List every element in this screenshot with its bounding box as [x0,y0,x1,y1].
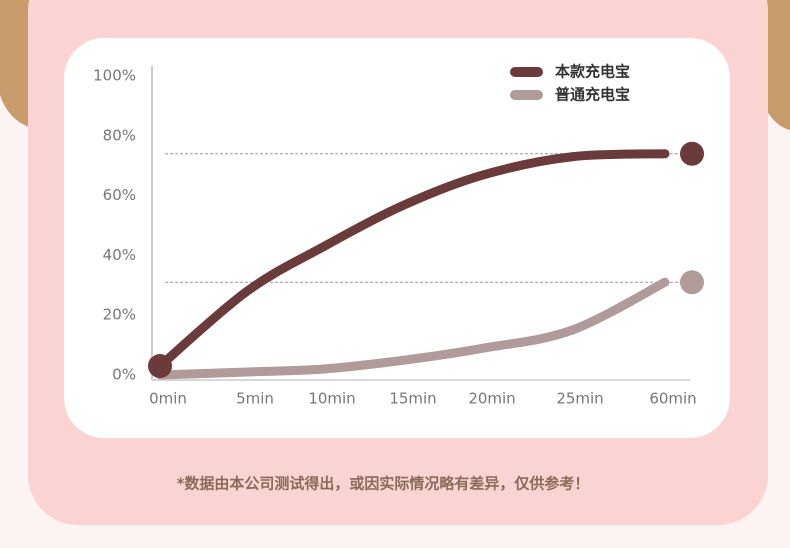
legend-label: 普通充电宝 [555,86,630,104]
legend-label: 本款充电宝 [555,63,630,81]
x-tick-label: 15min [389,390,436,408]
series-line [155,149,670,371]
end-marker [680,270,704,295]
series-line [155,277,670,380]
y-tick-label: 100% [93,67,136,85]
x-tick-label: 25min [556,390,603,408]
y-tick-label: 40% [103,246,136,264]
x-tick-label: 5min [236,390,274,408]
y-tick-label: 20% [103,306,136,324]
start-marker [148,354,172,379]
chart-card [64,38,730,438]
x-tick-label: 10min [308,390,355,408]
y-tick-label: 60% [103,186,136,204]
y-tick-label: 0% [112,366,136,384]
y-tick-label: 80% [103,126,136,144]
x-tick-label: 60min [649,390,696,408]
end-marker [680,141,704,166]
x-tick-label: 0min [149,390,187,408]
x-tick-label: 20min [468,390,515,408]
footnote: *数据由本公司测试得出，或因实际情况略有差异，仅供参考！ [177,475,590,493]
